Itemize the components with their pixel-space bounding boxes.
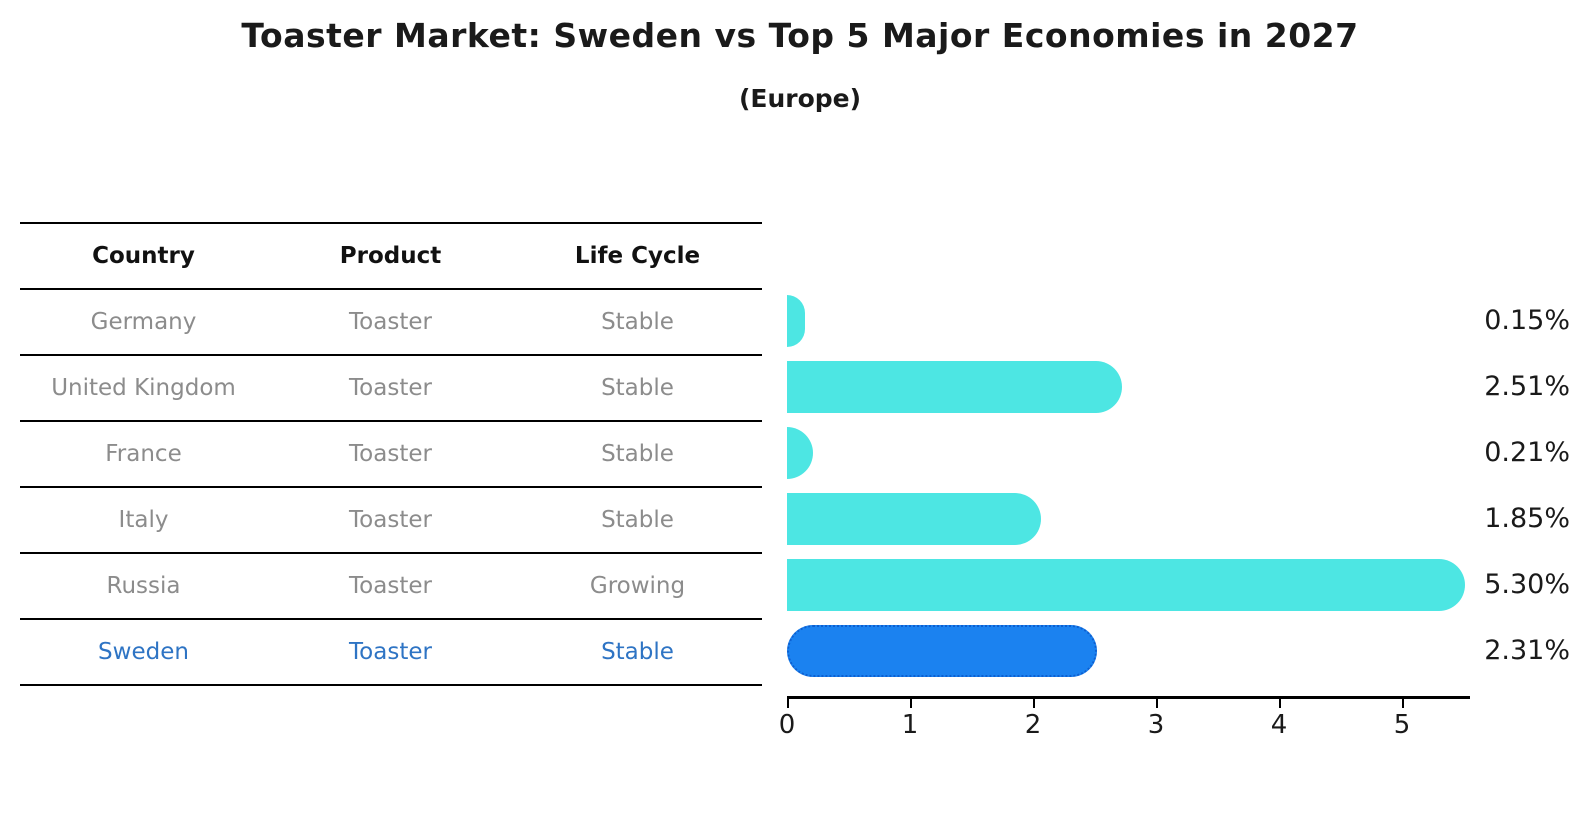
bar-italy (787, 493, 1041, 545)
bar-chart (787, 288, 1470, 684)
value-label-russia: 5.30% (1484, 569, 1570, 600)
bar-russia (787, 559, 1465, 611)
bar-row-sweden (787, 618, 1470, 684)
cell-lifecycle: Stable (601, 441, 674, 467)
cell-country: United Kingdom (51, 375, 236, 401)
cell-product: Toaster (349, 507, 432, 533)
table-row-united-kingdom: United Kingdom Toaster Stable (20, 356, 762, 422)
value-label-france: 0.21% (1484, 437, 1570, 468)
cell-lifecycle: Stable (601, 309, 674, 335)
table-row-germany: Germany Toaster Stable (20, 290, 762, 356)
cell-country: France (105, 441, 182, 467)
cell-lifecycle: Stable (601, 639, 674, 665)
x-axis-tick (1156, 699, 1158, 708)
table-row-italy: Italy Toaster Stable (20, 488, 762, 554)
bar-united-kingdom (787, 361, 1122, 413)
x-axis-tick (1279, 699, 1281, 708)
value-label-sweden: 2.31% (1484, 635, 1570, 666)
header-cell-product: Product (339, 243, 442, 269)
bar-germany (787, 295, 805, 347)
page-title: Toaster Market: Sweden vs Top 5 Major Ec… (241, 16, 1359, 55)
x-axis-line (787, 696, 1470, 699)
x-axis-tick-label: 5 (1393, 710, 1411, 740)
x-axis-tick-label: 2 (1024, 710, 1042, 740)
table-header-row: Country Product Life Cycle (20, 224, 762, 290)
cell-product: Toaster (349, 573, 432, 599)
cell-country: Italy (118, 507, 169, 533)
bar-row-united-kingdom (787, 354, 1470, 420)
page-subtitle: (Europe) (738, 84, 862, 113)
header-cell-lifecycle: Life Cycle (574, 243, 701, 269)
cell-lifecycle: Stable (601, 507, 674, 533)
x-axis-tick (787, 699, 789, 708)
bar-france (787, 427, 813, 479)
bar-row-italy (787, 486, 1470, 552)
cell-product: Toaster (349, 639, 432, 665)
bar-row-france (787, 420, 1470, 486)
table-row-russia: Russia Toaster Growing (20, 554, 762, 620)
x-axis-tick-label: 1 (901, 710, 919, 740)
table-body: Germany Toaster Stable United Kingdom Toaste… (20, 290, 762, 686)
cell-country: Germany (90, 309, 197, 335)
table-row-france: France Toaster Stable (20, 422, 762, 488)
cell-product: Toaster (349, 375, 432, 401)
table-row-sweden: Sweden Toaster Stable (20, 620, 762, 686)
cell-product: Toaster (349, 309, 432, 335)
cell-lifecycle: Growing (589, 573, 686, 599)
cell-product: Toaster (349, 441, 432, 467)
x-axis-tick-label: 4 (1270, 710, 1288, 740)
bar-sweden (787, 625, 1097, 677)
x-axis-tick (1033, 699, 1035, 708)
bar-row-germany (787, 288, 1470, 354)
cell-country: Russia (106, 573, 181, 599)
cell-country: Sweden (98, 639, 189, 665)
cell-lifecycle: Stable (601, 375, 674, 401)
header-cell-country: Country (92, 243, 195, 269)
value-label-germany: 0.15% (1484, 305, 1570, 336)
value-label-italy: 1.85% (1484, 503, 1570, 534)
value-label-united-kingdom: 2.51% (1484, 371, 1570, 402)
bar-row-russia (787, 552, 1470, 618)
comparison-table: Country Product Life Cycle Germany Toaste… (20, 222, 762, 686)
x-axis-tick (910, 699, 912, 708)
x-axis-tick-label: 0 (778, 710, 796, 740)
x-axis-tick (1402, 699, 1404, 708)
x-axis-tick-label: 3 (1147, 710, 1165, 740)
